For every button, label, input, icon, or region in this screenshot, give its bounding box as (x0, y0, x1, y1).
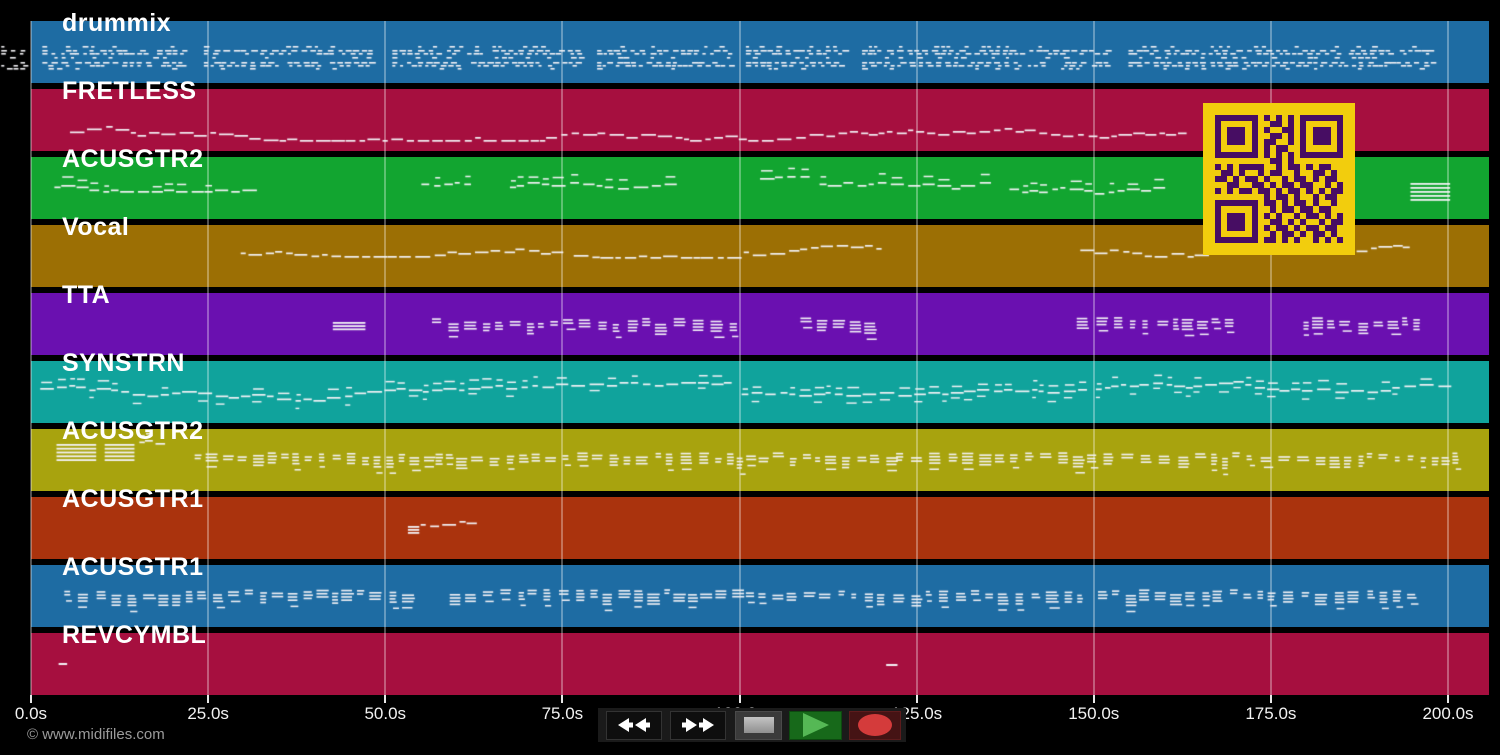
track-label: SYNSTRN (62, 349, 185, 377)
qr-grid (1215, 115, 1343, 243)
track-label: Vocal (62, 213, 130, 241)
track-label: TTA (62, 281, 111, 309)
track-label: ACUSGTR1 (62, 485, 204, 513)
transport-bar (598, 708, 906, 742)
play-icon (802, 713, 829, 737)
record-button[interactable] (849, 710, 901, 740)
track-label: FRETLESS (62, 77, 197, 105)
play-button[interactable] (789, 710, 842, 740)
record-icon (858, 714, 892, 736)
qr-code (1203, 103, 1355, 255)
rewind-icon (618, 718, 650, 732)
track-label: drummix (62, 9, 172, 37)
rewind-button[interactable] (606, 710, 662, 740)
stop-button[interactable] (735, 710, 782, 740)
track-label: REVCYMBL (62, 621, 207, 649)
fast-forward-icon (682, 718, 714, 732)
track-label: ACUSGTR2 (62, 145, 204, 173)
track-label: ACUSGTR2 (62, 417, 204, 445)
stop-icon (743, 717, 774, 733)
track-label: ACUSGTR1 (62, 553, 204, 581)
fast-forward-button[interactable] (670, 710, 726, 740)
